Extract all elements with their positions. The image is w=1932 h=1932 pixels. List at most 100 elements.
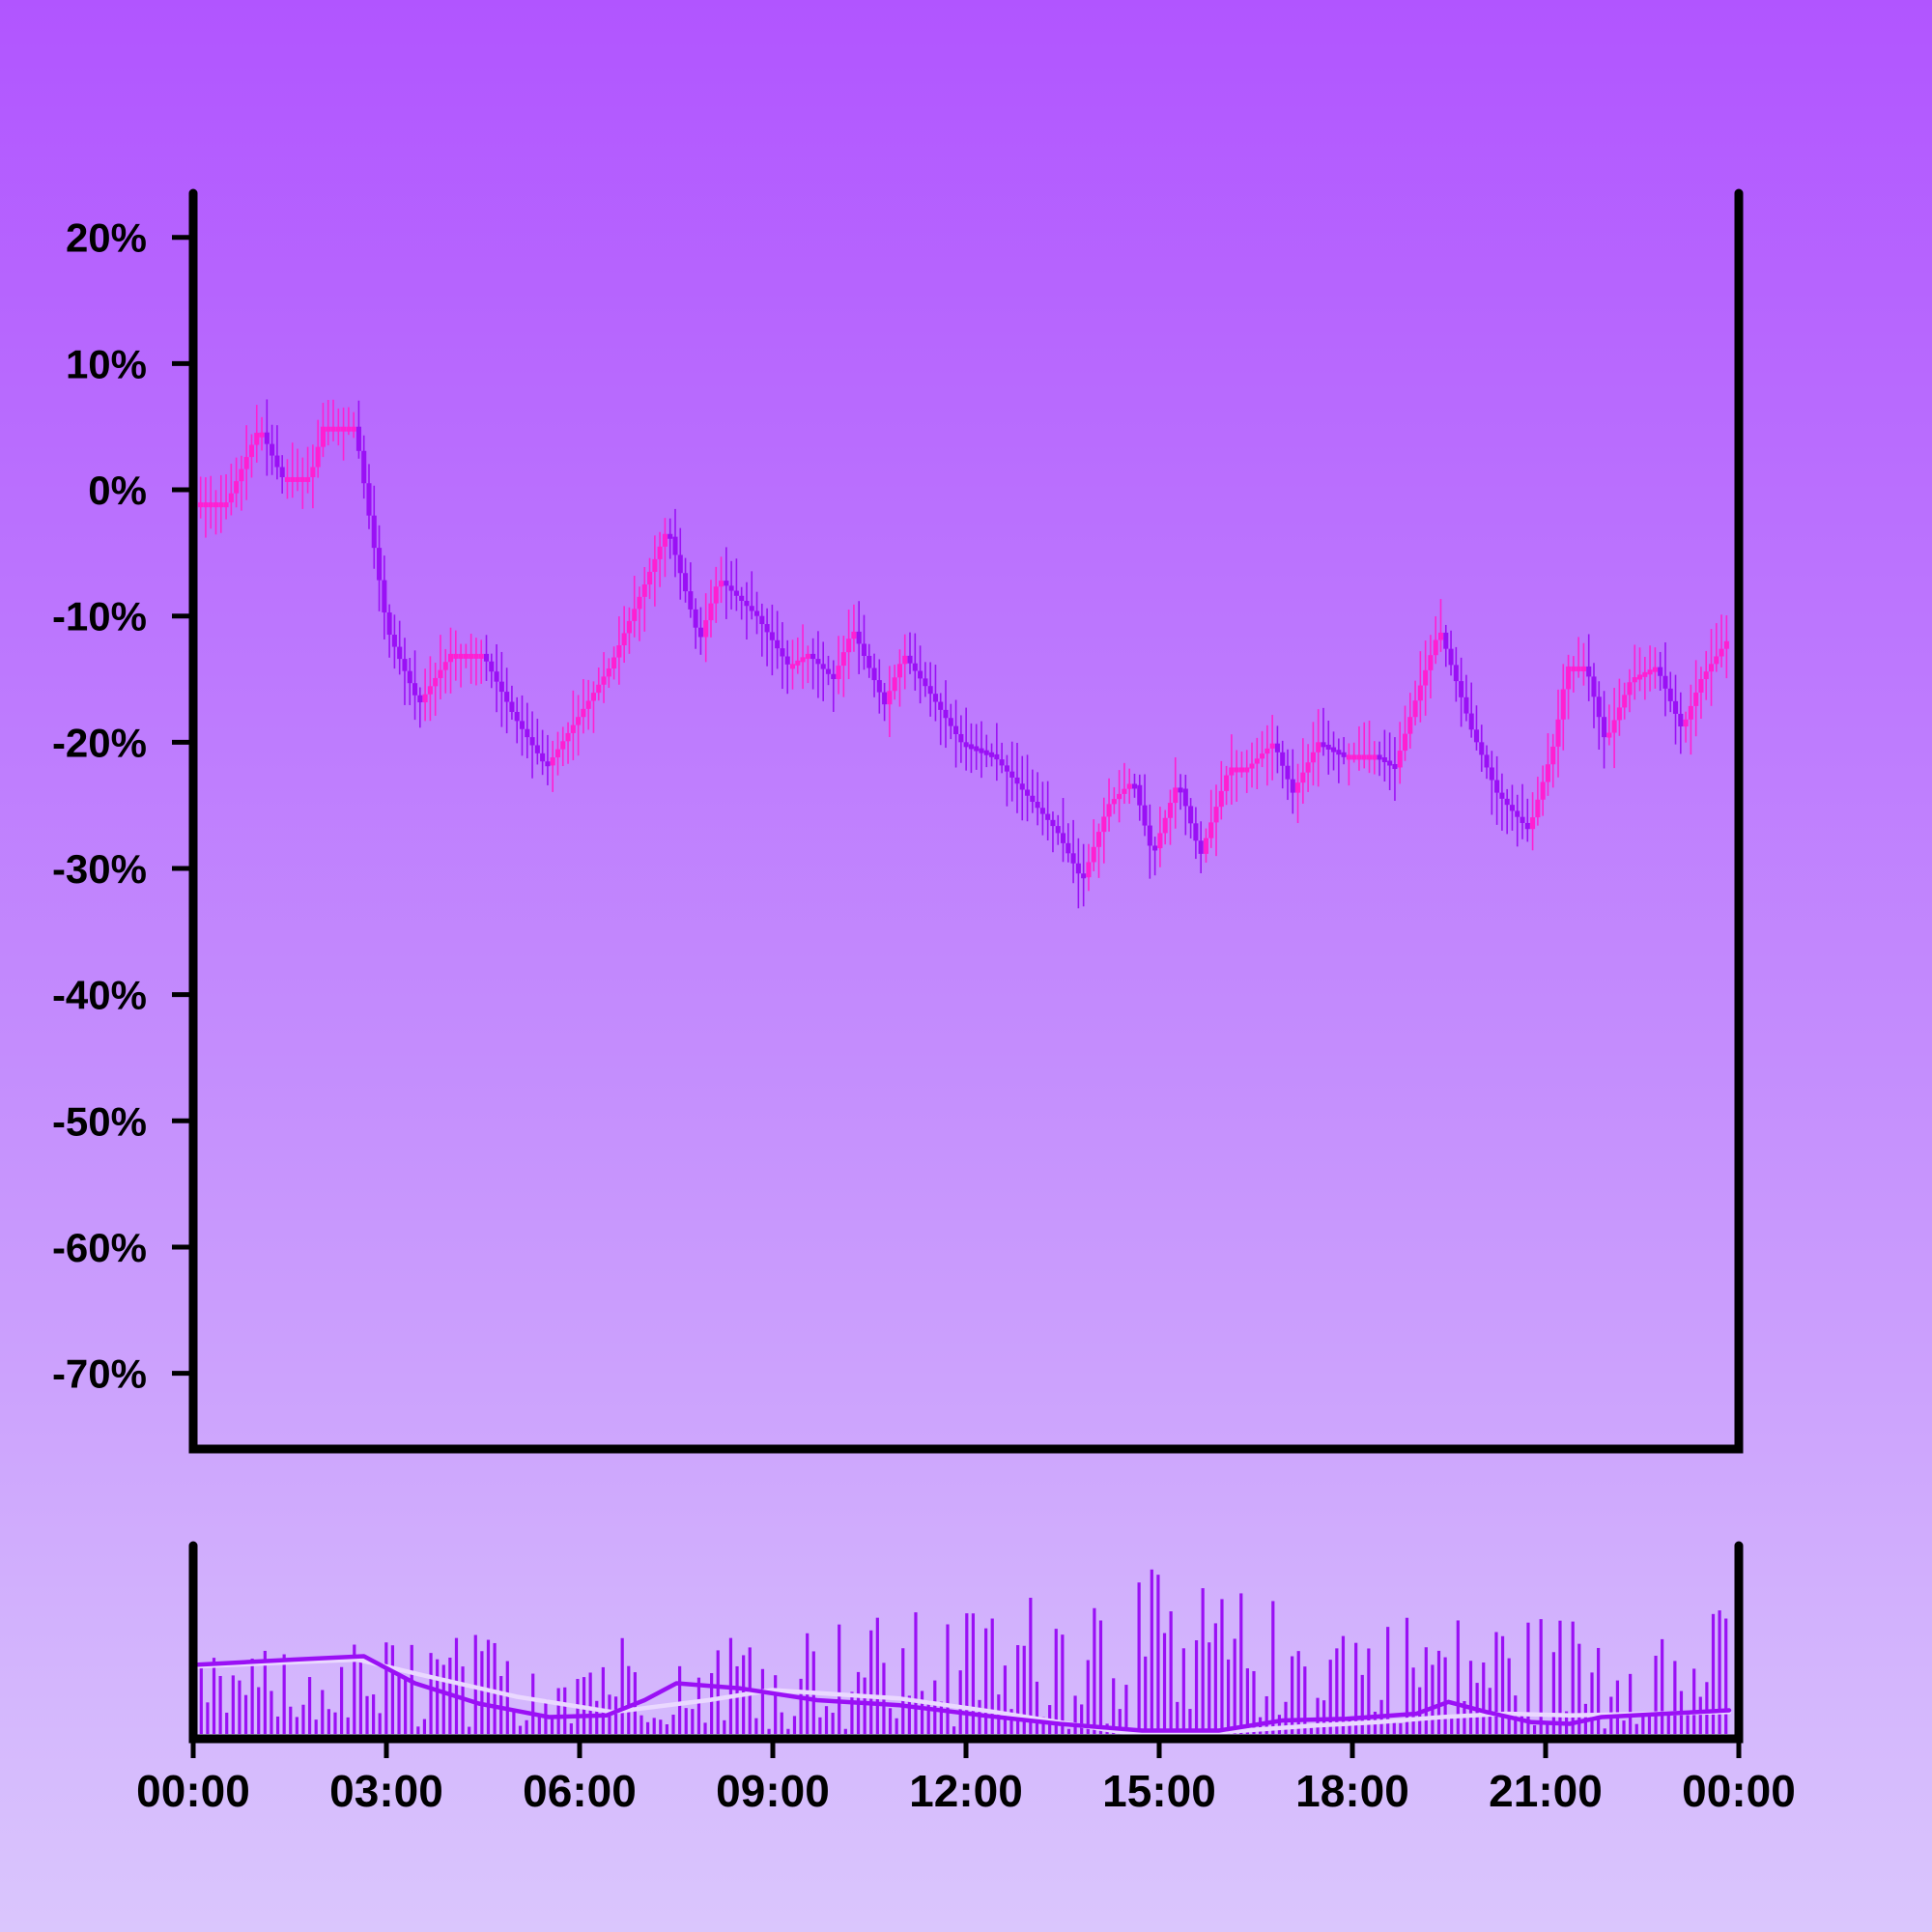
volume-bar <box>1271 1601 1275 1734</box>
volume-bar <box>1264 1695 1268 1734</box>
volume-bar <box>499 1676 503 1734</box>
volume-bar <box>780 1712 783 1734</box>
candle <box>1658 651 1663 691</box>
candle <box>708 580 714 638</box>
x-tick-label: 21:00 <box>1489 1766 1603 1816</box>
candle <box>504 668 510 734</box>
candle <box>565 722 571 764</box>
volume-bar <box>358 1658 363 1734</box>
candle <box>427 656 433 722</box>
volume-bar <box>512 1710 516 1734</box>
volume-bar <box>1711 1613 1716 1734</box>
volume-bar <box>1705 1682 1709 1734</box>
candle <box>626 607 632 654</box>
candle <box>1535 777 1541 826</box>
volume-bar <box>314 1719 318 1734</box>
volume-bar <box>518 1725 523 1734</box>
candle <box>1152 837 1158 876</box>
candle <box>397 620 403 675</box>
volume-bar <box>454 1637 459 1734</box>
volume-bar <box>282 1654 286 1734</box>
volume-bar <box>939 1701 943 1734</box>
volume-bar <box>243 1694 248 1734</box>
volume-bar <box>990 1618 994 1734</box>
volume-bar <box>799 1678 803 1734</box>
candle <box>1652 647 1658 689</box>
candle <box>1530 792 1536 851</box>
candle <box>657 531 663 587</box>
volume-bar <box>1041 1717 1045 1734</box>
volume-bar <box>1201 1588 1205 1734</box>
volume-bar <box>486 1639 491 1734</box>
volume-bar <box>1022 1645 1026 1734</box>
candle <box>1101 797 1107 864</box>
candle <box>621 606 627 664</box>
volume-bar <box>1577 1643 1581 1734</box>
volume-bar <box>1066 1728 1071 1734</box>
volume-bar <box>1686 1711 1690 1734</box>
candle <box>1504 788 1510 835</box>
volume-bar <box>1399 1722 1403 1734</box>
volume-bar <box>1431 1664 1435 1734</box>
candle <box>1392 737 1398 801</box>
candle <box>1361 722 1367 769</box>
candle <box>948 703 953 740</box>
candle <box>299 457 305 509</box>
candle <box>442 648 448 694</box>
volume-panel: 00:00 03:00 06:00 09:00 12:00 15:00 18:00 21:00… <box>136 1541 1796 1816</box>
volume-bar <box>888 1708 893 1734</box>
volume-bar <box>1436 1650 1441 1734</box>
candle <box>417 687 423 728</box>
candle <box>1188 798 1194 838</box>
x-axis: 00:00 03:00 06:00 09:00 12:00 15:00 18:00 21:00… <box>136 1739 1796 1816</box>
candle <box>198 476 204 519</box>
volume-bar <box>473 1634 477 1734</box>
candle <box>907 632 913 674</box>
candle <box>1070 819 1076 884</box>
volume-bar <box>671 1715 675 1734</box>
candle <box>1602 691 1607 769</box>
y-tick-label: -30% <box>52 846 147 892</box>
candle <box>719 556 724 604</box>
candle <box>693 598 698 649</box>
candle <box>1280 740 1286 789</box>
candle <box>208 475 213 529</box>
candle <box>846 610 852 680</box>
volume-bar <box>307 1677 312 1734</box>
candle <box>494 643 499 713</box>
candle <box>218 474 224 533</box>
candle <box>305 446 311 494</box>
candle <box>1009 741 1015 802</box>
x-tick-label: 09:00 <box>716 1766 830 1816</box>
volume-bar <box>531 1673 535 1734</box>
candle <box>1137 774 1143 821</box>
volume-bar <box>1500 1635 1505 1734</box>
candle <box>1147 804 1152 879</box>
y-tick-label: -60% <box>52 1225 147 1270</box>
candle <box>1142 774 1148 837</box>
volume-bar <box>818 1717 822 1734</box>
candle <box>1065 823 1071 863</box>
volume-bar <box>806 1633 810 1734</box>
candle <box>1122 762 1127 805</box>
volume-bar <box>199 1664 203 1734</box>
volume-bar <box>645 1721 650 1734</box>
candle <box>596 668 602 701</box>
volume-bar <box>620 1637 624 1734</box>
candle <box>529 711 535 779</box>
volume-bar <box>441 1664 445 1734</box>
volume-bar <box>353 1644 356 1734</box>
volume-bar <box>436 1659 440 1734</box>
candle <box>1463 674 1469 722</box>
candle <box>744 582 750 640</box>
candle <box>896 649 902 707</box>
candle <box>525 702 530 758</box>
candle <box>1662 641 1668 717</box>
candle <box>550 740 555 792</box>
y-tick-label: -50% <box>52 1098 147 1144</box>
volume-bar <box>333 1712 337 1734</box>
candle <box>1264 724 1270 786</box>
candle <box>498 651 504 727</box>
volume-bar <box>1162 1633 1167 1734</box>
